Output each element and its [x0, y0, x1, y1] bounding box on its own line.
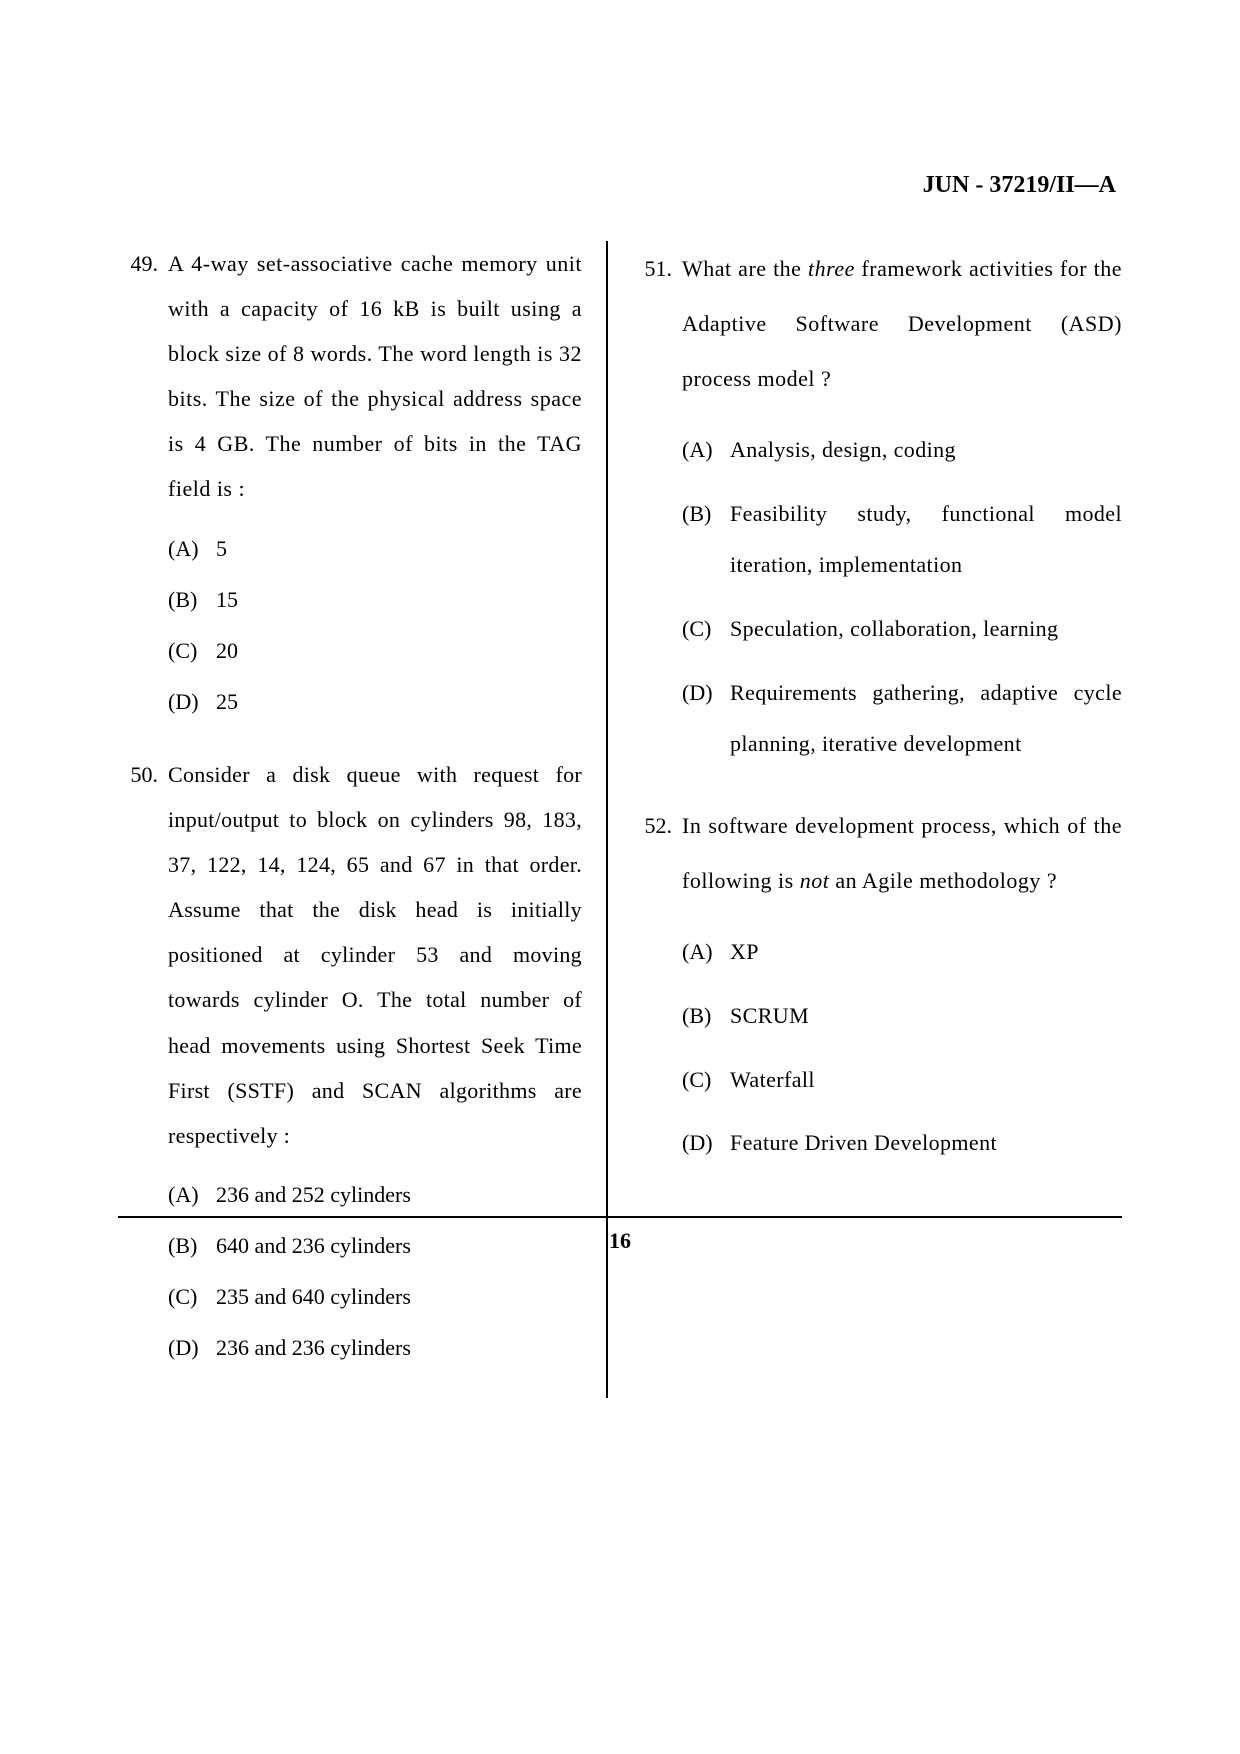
question-number: 52. [632, 798, 672, 908]
two-column-layout: 49. A 4-way set-associative cache memory… [118, 241, 1122, 1398]
option-text: 236 and 252 cylinders [216, 1172, 582, 1217]
question-51: 51. What are the three framework activit… [632, 241, 1122, 770]
option-text: Waterfall [730, 1054, 1122, 1106]
question-block: 52. In software development process, whi… [632, 798, 1122, 908]
option-label: (A) [682, 926, 720, 978]
option-a: (A) XP [682, 926, 1122, 978]
option-text: Requirements gathering, adaptive cycle p… [730, 667, 1122, 770]
italic-word: not [800, 868, 830, 893]
text-prefix: What are the [682, 256, 808, 281]
question-block: 51. What are the three framework activit… [632, 241, 1122, 406]
option-label: (C) [682, 1054, 720, 1106]
options-list: (A) 236 and 252 cylinders (B) 640 and 23… [118, 1172, 582, 1370]
option-c: (C) Waterfall [682, 1054, 1122, 1106]
option-text: XP [730, 926, 1122, 978]
question-text: Consider a disk queue with request for i… [168, 752, 582, 1158]
options-list: (A) Analysis, design, coding (B) Feasibi… [632, 424, 1122, 770]
option-label: (B) [682, 488, 720, 591]
text-suffix: an Agile methodology ? [829, 868, 1057, 893]
question-block: 50. Consider a disk queue with request f… [118, 752, 582, 1158]
option-text: 20 [216, 628, 582, 673]
option-c: (C) 235 and 640 cylinders [168, 1274, 582, 1319]
option-b: (B) Feasibility study, functional model … [682, 488, 1122, 591]
question-text: What are the three framework activities … [682, 241, 1122, 406]
option-label: (D) [682, 1117, 720, 1169]
question-text: A 4-way set-associative cache memory uni… [168, 241, 582, 512]
option-label: (B) [168, 577, 206, 622]
option-text: Feature Driven Development [730, 1117, 1122, 1169]
option-label: (C) [168, 628, 206, 673]
options-list: (A) XP (B) SCRUM (C) Waterfall (D) Featu… [632, 926, 1122, 1169]
option-c: (C) 20 [168, 628, 582, 673]
question-block: 49. A 4-way set-associative cache memory… [118, 241, 582, 512]
option-label: (D) [682, 667, 720, 770]
question-50: 50. Consider a disk queue with request f… [118, 752, 582, 1370]
bottom-horizontal-rule [118, 1216, 1122, 1218]
option-label: (C) [168, 1274, 206, 1319]
option-d: (D) 25 [168, 679, 582, 724]
page-content: JUN - 37219/II—A 49. A 4-way set-associa… [118, 172, 1122, 1398]
option-label: (C) [682, 603, 720, 655]
option-a: (A) 236 and 252 cylinders [168, 1172, 582, 1217]
question-number: 50. [118, 752, 158, 1158]
exam-header: JUN - 37219/II—A [118, 172, 1122, 199]
option-text: 235 and 640 cylinders [216, 1274, 582, 1319]
question-52: 52. In software development process, whi… [632, 798, 1122, 1169]
option-label: (A) [168, 526, 206, 571]
question-text: In software development process, which o… [682, 798, 1122, 908]
question-49: 49. A 4-way set-associative cache memory… [118, 241, 582, 724]
option-label: (A) [168, 1172, 206, 1217]
italic-word: three [808, 256, 855, 281]
option-c: (C) Speculation, collaboration, learning [682, 603, 1122, 655]
page-number: 16 [0, 1228, 1240, 1254]
option-a: (A) 5 [168, 526, 582, 571]
option-text: 15 [216, 577, 582, 622]
option-d: (D) Feature Driven Development [682, 1117, 1122, 1169]
option-text: 236 and 236 cylinders [216, 1325, 582, 1370]
option-label: (A) [682, 424, 720, 476]
option-text: Analysis, design, coding [730, 424, 1122, 476]
option-text: Feasibility study, functional model iter… [730, 488, 1122, 591]
option-text: Speculation, collaboration, learning [730, 603, 1122, 655]
left-column: 49. A 4-way set-associative cache memory… [118, 241, 608, 1398]
option-text: 25 [216, 679, 582, 724]
option-label: (D) [168, 1325, 206, 1370]
option-b: (B) SCRUM [682, 990, 1122, 1042]
option-d: (D) Requirements gathering, adaptive cyc… [682, 667, 1122, 770]
option-d: (D) 236 and 236 cylinders [168, 1325, 582, 1370]
option-text: 5 [216, 526, 582, 571]
option-a: (A) Analysis, design, coding [682, 424, 1122, 476]
option-label: (B) [682, 990, 720, 1042]
option-b: (B) 15 [168, 577, 582, 622]
option-label: (D) [168, 679, 206, 724]
question-number: 51. [632, 241, 672, 406]
right-column: 51. What are the three framework activit… [608, 241, 1122, 1398]
question-number: 49. [118, 241, 158, 512]
option-text: SCRUM [730, 990, 1122, 1042]
options-list: (A) 5 (B) 15 (C) 20 (D) 25 [118, 526, 582, 724]
